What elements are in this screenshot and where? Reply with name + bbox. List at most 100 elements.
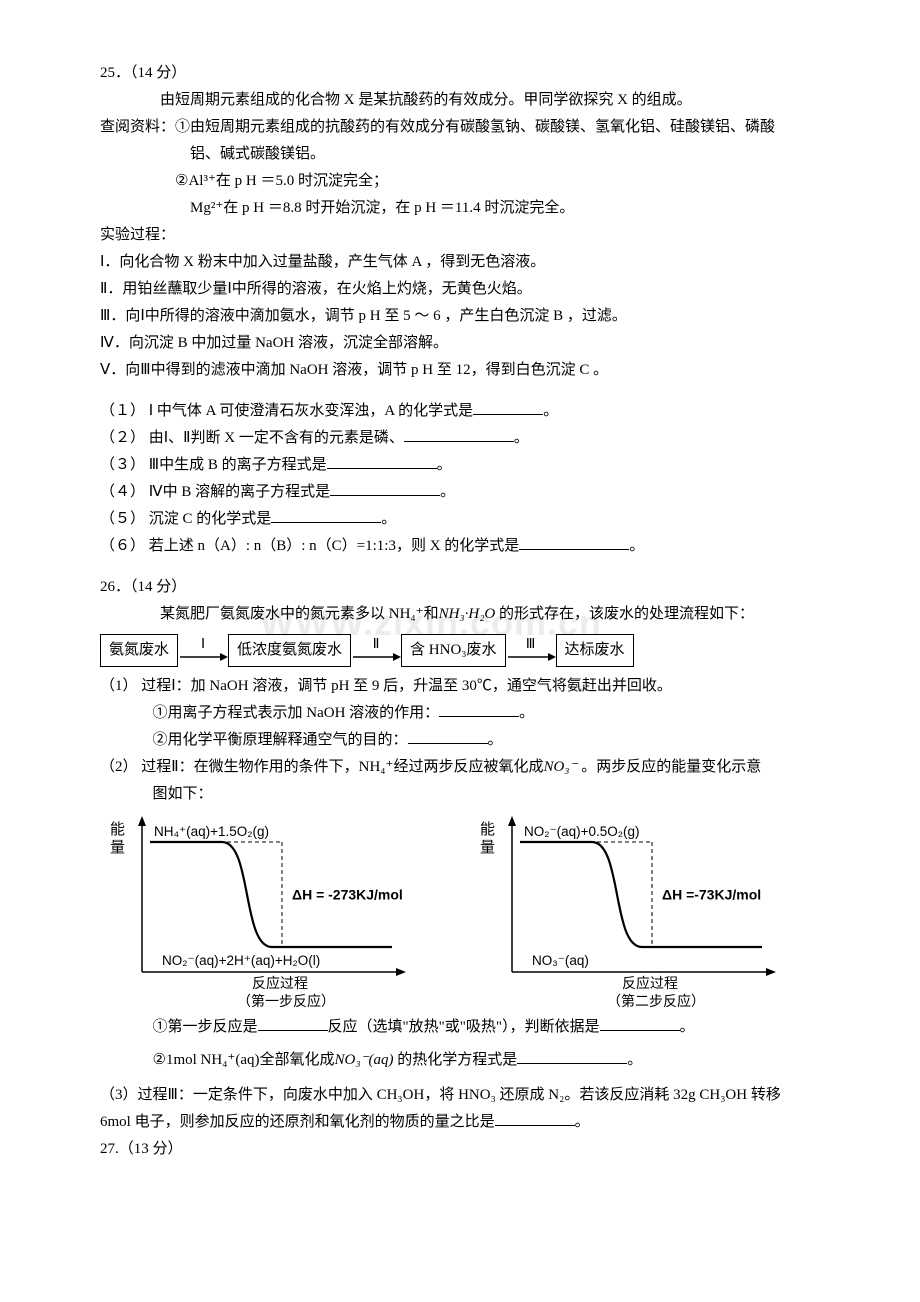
q26-p2-2b: 的热化学方程式是 [393,1052,517,1068]
q25-p6b: 。 [629,538,644,554]
arrow-3: Ⅲ [506,638,556,664]
energy-chart-2: 能量 NO₂⁻(aq)+0.5O₂(g) ΔH =-73KJ/mol NO₃⁻(aq)… [470,812,800,1012]
blank [439,701,519,717]
q25-p1b: 。 [543,403,558,419]
flow-box-2: 低浓度氨氮废水 [228,634,351,667]
q26-p2-head: （2） 过程Ⅱ：在微生物作用的条件下，NH₄⁺经过两步反应被氧化成NO₃⁻ 。两… [100,754,850,781]
q26-p3-a: （3）过程Ⅲ：一定条件下，向废水中加入 CH₃OH，将 HNO₃ 还原成 N₂。… [100,1082,850,1109]
q26-intro-b: 的形式存在，该废水的处理流程如下： [495,606,754,622]
energy-charts: 能量NH₄⁺(aq)+1.5O₂(g)ΔH = -273KJ/molNO₂⁻(a… [100,812,850,1012]
svg-text:NO₂⁻(aq)+2H⁺(aq)+H₂O(l): NO₂⁻(aq)+2H⁺(aq)+H₂O(l) [162,953,320,968]
blank [600,1015,680,1031]
flow-box-4: 达标废水 [556,634,634,667]
q26-p1-head: （1） 过程Ⅰ：加 NaOH 溶液，调节 pH 至 9 后，升温至 30℃，通空… [100,673,850,700]
svg-text:ΔH = -273KJ/mol: ΔH = -273KJ/mol [292,887,403,903]
proc-label: 实验过程： [100,222,850,249]
q25-p5a: （５） 沉淀 C 的化学式是 [100,511,271,527]
svg-text:NH₄⁺(aq)+1.5O₂(g): NH₄⁺(aq)+1.5O₂(g) [154,824,269,839]
q26-intro-a: 某氮肥厂氨氮废水中的氮元素多以 NH₄⁺和 [160,606,439,622]
q25-p4b: 。 [440,484,455,500]
q25-p4a: （４） Ⅳ中 B 溶解的离子方程式是 [100,484,330,500]
svg-text:NO₂⁻(aq)+0.5O₂(g): NO₂⁻(aq)+0.5O₂(g) [524,824,640,839]
q25-ref3: Mg²⁺在 p H ＝8.8 时开始沉淀，在 p H ＝11.4 时沉淀完全。 [100,195,850,222]
svg-text:能: 能 [110,821,125,838]
svg-text:反应过程: 反应过程 [622,975,678,992]
q26-p3-c: 。 [575,1114,590,1130]
svg-text:（第一步反应）: （第一步反应） [237,993,335,1010]
q25-s1: Ⅰ．向化合物 X 粉末中加入过量盐酸，产生气体 A ，得到无色溶液。 [100,249,850,276]
q26-p1-1: ①用离子方程式表示加 NaOH 溶液的作用： 。 [100,700,850,727]
q25-p3b: 。 [437,457,452,473]
q25-s2: Ⅱ．用铂丝蘸取少量Ⅰ中所得的溶液，在火焰上灼烧，无黄色火焰。 [100,276,850,303]
arrow-1: Ⅰ [178,638,228,664]
q25-p6a: （６） 若上述 n（A）: n（B）: n（C）=1:1:3，则 X 的化学式是 [100,538,519,554]
q26-p3-b: 6mol 电子，则参加反应的还原剂和氧化剂的物质的量之比是 。 [100,1109,850,1136]
q25-p6: （６） 若上述 n（A）: n（B）: n（C）=1:1:3，则 X 的化学式是… [100,533,850,560]
q25-p5: （５） 沉淀 C 的化学式是 。 [100,506,850,533]
blank [258,1015,328,1031]
q26-head: 26．（14 分） [100,574,850,601]
q26-p2-formula: NO₃⁻ [543,759,577,775]
svg-text:能: 能 [480,821,495,838]
q26-p3-b-text: 6mol 电子，则参加反应的还原剂和氧化剂的物质的量之比是 [100,1114,495,1130]
blank [330,480,440,496]
q25-p2: （２） 由Ⅰ、Ⅱ判断 X 一定不含有的元素是磷、 。 [100,425,850,452]
arrow-2: Ⅱ [351,638,401,664]
ref-label: 查阅资料： [100,119,175,135]
q26-p1-1b: 。 [519,705,534,721]
q26-p2-c: 图如下： [100,781,850,808]
svg-text:NO₃⁻(aq): NO₃⁻(aq) [532,953,589,968]
q25-p1a: （１） Ⅰ 中气体 A 可使澄清石灰水变浑浊，A 的化学式是 [100,403,473,419]
svg-text:ΔH =-73KJ/mol: ΔH =-73KJ/mol [662,887,761,903]
q26-p2-2c: 。 [627,1052,642,1068]
q26-intro: 某氮肥厂氨氮废水中的氮元素多以 NH₄⁺和NH₃·H₂O 的形式存在，该废水的处… [100,601,850,628]
q25-head: 25．（14 分） [100,60,850,87]
q25-p2a: （２） 由Ⅰ、Ⅱ判断 X 一定不含有的元素是磷、 [100,430,404,446]
svg-text:（第二步反应）: （第二步反应） [607,993,705,1010]
q26-p2-1a: ①第一步反应是 [153,1019,258,1035]
flow-box-3: 含 HNO₃废水 [401,634,505,667]
q25-p5b: 。 [381,511,396,527]
q27-head: 27.（13 分） [100,1136,850,1163]
svg-text:量: 量 [110,840,125,856]
blank [473,399,543,415]
blank [408,728,488,744]
q25-p4: （４） Ⅳ中 B 溶解的离子方程式是 。 [100,479,850,506]
q26-p2-2f: NO₃⁻(aq) [335,1052,394,1068]
svg-text:反应过程: 反应过程 [252,975,308,992]
q25-p2b: 。 [514,430,529,446]
q26-p1-2a: ②用化学平衡原理解释通空气的目的： [153,732,408,748]
blank [327,453,437,469]
svg-text:量: 量 [480,840,495,856]
q26-p2-b: 。两步反应的能量变化示意 [577,759,761,775]
q26-p2-1: ①第一步反应是 反应（选填"放热"或"吸热"），判断依据是 。 [100,1014,850,1041]
q26-p2-1b: 反应（选填"放热"或"吸热"），判断依据是 [328,1019,600,1035]
blank [404,426,514,442]
q26-p2-2a: ②1mol NH₄⁺(aq)全部氧化成 [153,1052,335,1068]
blank [495,1110,575,1126]
blank [519,534,629,550]
q26-p2-a: （2） 过程Ⅱ：在微生物作用的条件下，NH₄⁺经过两步反应被氧化成 [100,759,543,775]
q25-p3: （３） Ⅲ中生成 B 的离子方程式是 。 [100,452,850,479]
q26-p1-2b: 。 [488,732,503,748]
q25-ref1b: 铝、碱式碳酸镁铝。 [100,141,850,168]
q26-p1-2: ②用化学平衡原理解释通空气的目的： 。 [100,727,850,754]
q25-p1: （１） Ⅰ 中气体 A 可使澄清石灰水变浑浊，A 的化学式是 。 [100,398,850,425]
q25-ref2: ②Al³⁺在 p H ＝5.0 时沉淀完全； [100,168,850,195]
q25-s5: Ⅴ．向Ⅲ中得到的滤液中滴加 NaOH 溶液，调节 p H 至 12，得到白色沉淀… [100,357,850,384]
q26-p1-1a: ①用离子方程式表示加 NaOH 溶液的作用： [153,705,440,721]
flow-diagram: 氨氮废水 Ⅰ 低浓度氨氮废水 Ⅱ 含 HNO₃废水 Ⅲ 达标废水 [100,634,850,667]
q25-intro: 由短周期元素组成的化合物 X 是某抗酸药的有效成分。甲同学欲探究 X 的组成。 [100,87,850,114]
q25-p3a: （３） Ⅲ中生成 B 的离子方程式是 [100,457,327,473]
energy-chart-1: 能量 NH₄⁺(aq)+1.5O₂(g) ΔH = -273KJ/mol NO₂⁻(a… [100,812,430,1012]
q25-ref1: 查阅资料：①由短周期元素组成的抗酸药的有效成分有碳酸氢钠、碳酸镁、氢氧化铝、硅酸… [100,114,850,141]
blank [517,1048,627,1064]
ref1-text: ①由短周期元素组成的抗酸药的有效成分有碳酸氢钠、碳酸镁、氢氧化铝、硅酸镁铝、磷酸 [175,119,775,135]
q26-p2-1c: 。 [680,1019,695,1035]
blank [271,507,381,523]
q25-s4: Ⅳ．向沉淀 B 中加过量 NaOH 溶液，沉淀全部溶解。 [100,330,850,357]
q25-s3: Ⅲ．向Ⅰ中所得的溶液中滴加氨水，调节 p H 至 5 ～ 6 ，产生白色沉淀 B… [100,303,850,330]
q26-p2-2: ②1mol NH₄⁺(aq)全部氧化成NO₃⁻(aq) 的热化学方程式是 。 [100,1047,850,1074]
q26-intro-formula: NH₃·H₂O [439,606,496,622]
flow-box-1: 氨氮废水 [100,634,178,667]
